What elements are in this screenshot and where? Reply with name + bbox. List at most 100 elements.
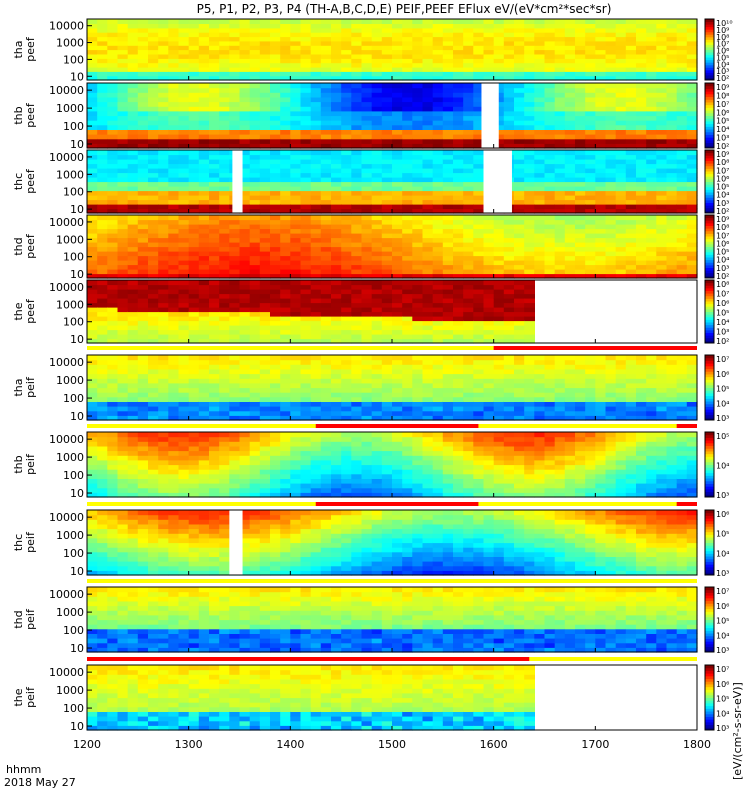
colorbar-cell xyxy=(705,251,714,255)
panel-product-label: peef xyxy=(24,233,37,259)
colorbar-tick-label: 10⁴ xyxy=(716,631,729,640)
data-gap xyxy=(483,150,512,213)
colorbar-cell xyxy=(705,398,714,402)
colorbar-cell xyxy=(705,120,714,125)
colorbar-cell xyxy=(705,93,714,98)
colorbar-cell xyxy=(705,627,714,631)
colorbar-tick-label: 10² xyxy=(716,207,729,216)
colorbar-cell xyxy=(705,702,714,707)
colorbar-cell xyxy=(705,332,714,336)
colorbar-cell xyxy=(705,512,714,516)
colorbar-cell xyxy=(705,157,714,161)
colorbar-cell xyxy=(705,74,714,78)
colorbar-cell xyxy=(705,566,714,571)
colorbar-cell xyxy=(705,667,714,671)
colorbar-tick-label: 10³ xyxy=(716,414,729,423)
colorbar-tick-label: 10¹⁰ xyxy=(716,19,733,28)
data-gap xyxy=(481,83,499,148)
colorbar-cell xyxy=(705,491,714,495)
y-tick-label: 10 xyxy=(70,203,84,216)
colorbar-cell xyxy=(705,365,714,370)
colorbar-cell xyxy=(705,478,714,482)
colorbar-cell xyxy=(705,534,714,538)
colorbar-cell xyxy=(705,220,714,224)
y-tick-label: 100 xyxy=(63,120,84,133)
y-tick-label: 10000 xyxy=(49,281,84,294)
colorbar-cell xyxy=(705,19,714,23)
colorbar-cell xyxy=(705,605,714,610)
colorbar-cell xyxy=(705,442,714,447)
colorbar-cell xyxy=(705,719,714,723)
y-tick-label: 10 xyxy=(70,70,84,83)
colorbar-cell xyxy=(705,83,714,87)
colorbar-cell xyxy=(705,34,714,38)
colorbar-cell xyxy=(705,181,714,185)
y-tick-label: 10 xyxy=(70,268,84,281)
colorbar-cell xyxy=(705,29,714,33)
colorbar-cell xyxy=(705,708,714,712)
colorbar-cell xyxy=(705,210,714,214)
colorbar-cell xyxy=(705,376,714,380)
panel-product-label: peef xyxy=(24,36,37,62)
colorbar-frame xyxy=(704,149,715,214)
y-tick-label: 1000 xyxy=(56,168,84,181)
colorbar-cell xyxy=(705,619,714,623)
panel-tha-peif: 10 100 1000 10000 tha peif 10⁷ 10⁶ 10⁵ 10⁴ 10³ xyxy=(12,346,729,423)
colorbar-cell xyxy=(705,184,714,188)
colorbar-cell xyxy=(705,445,714,449)
colorbar-tick-label: 10² xyxy=(716,74,729,83)
colorbar-cell xyxy=(705,531,714,535)
panel-probe-label: thc xyxy=(12,534,25,551)
colorbar-cell xyxy=(705,155,714,159)
colorbar-cell xyxy=(705,675,714,680)
colorbar-tick-label: 10⁷ xyxy=(716,587,729,596)
y-tick-label: 1000 xyxy=(56,298,84,311)
panel-product-label: peif xyxy=(24,453,37,475)
colorbar-tick-label: 10⁴ xyxy=(716,709,729,718)
colorbar-cell xyxy=(705,711,714,715)
colorbar-cell xyxy=(705,62,714,66)
y-tick-label: 100 xyxy=(63,392,84,405)
colorbar-cell xyxy=(705,638,714,642)
colorbar-cell xyxy=(705,285,714,289)
y-tick-label: 1000 xyxy=(56,451,84,464)
colorbar-cell xyxy=(705,382,714,386)
colorbar-cell xyxy=(705,411,714,416)
colorbar-cell xyxy=(705,335,714,339)
colorbar-cell xyxy=(705,327,714,331)
colorbar-cell xyxy=(705,558,714,562)
chart-title: P5, P1, P2, P3, P4 (TH-A,B,C,D,E) PEIF,P… xyxy=(197,2,612,16)
colorbar-cell xyxy=(705,99,714,103)
panel-product-label: peef xyxy=(24,298,37,324)
colorbar-cell xyxy=(705,459,714,463)
colorbar-tick-label: 10⁶ xyxy=(716,680,729,689)
colorbar-tick-label: 10³ xyxy=(716,646,729,655)
colorbar-cell xyxy=(705,480,714,484)
colorbar-cell xyxy=(705,387,714,391)
colorbar-tick-label: 10⁴ xyxy=(716,549,729,558)
x-tick-label: 1200 xyxy=(73,738,101,751)
colorbar-tick-label: 10² xyxy=(716,142,729,151)
colorbar-cell xyxy=(705,69,714,73)
colorbar-frame xyxy=(704,18,715,81)
colorbar-cell xyxy=(705,272,714,276)
colorbar-cell xyxy=(705,104,714,108)
colorbar-cell xyxy=(705,461,714,465)
x-tick-label: 1400 xyxy=(276,738,304,751)
colorbar-cell xyxy=(705,160,714,164)
colorbar-cell xyxy=(705,340,714,344)
colorbar-cell xyxy=(705,641,714,645)
colorbar-cell xyxy=(705,189,714,193)
colorbar-cell xyxy=(705,537,714,541)
colorbar-tick-label: 10⁷ xyxy=(716,40,729,49)
colorbar-cell xyxy=(705,137,714,141)
colorbar-cell xyxy=(705,202,714,206)
x-tick-label: 1800 xyxy=(683,738,711,751)
colorbar-cell xyxy=(705,440,714,444)
colorbar-tick-label: 10⁵ xyxy=(716,530,729,539)
colorbar-cell xyxy=(705,486,714,490)
colorbar-tick-label: 10⁵ xyxy=(716,385,729,394)
colorbar-cell xyxy=(705,217,714,221)
colorbar-tick-label: 10⁴ xyxy=(716,462,729,471)
colorbar-cell xyxy=(705,448,714,452)
